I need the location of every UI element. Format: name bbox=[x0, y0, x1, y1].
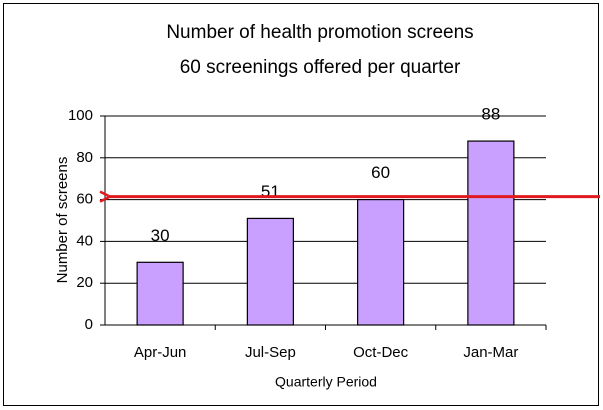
chart-subtitle: 60 screenings offered per quarter bbox=[180, 57, 461, 78]
bar bbox=[136, 261, 184, 326]
value-label: 60 bbox=[371, 163, 390, 182]
bar bbox=[357, 199, 405, 326]
x-axis-label: Quarterly Period bbox=[275, 374, 377, 390]
bar bbox=[246, 217, 294, 326]
x-tick-label: Oct-Dec bbox=[353, 344, 409, 361]
y-tick-label: 20 bbox=[76, 274, 93, 291]
x-tick-label: Jul-Sep bbox=[245, 344, 296, 361]
chart-title: Number of health promotion screens bbox=[166, 22, 473, 43]
y-tick-label: 0 bbox=[85, 316, 93, 333]
y-tick-label: 40 bbox=[76, 232, 93, 249]
bar bbox=[467, 140, 515, 326]
y-axis-label: Number of screens bbox=[54, 157, 71, 284]
value-label: 30 bbox=[151, 226, 170, 245]
x-tick-label: Jan-Mar bbox=[463, 344, 518, 361]
y-tick-label: 100 bbox=[68, 107, 93, 124]
x-tick-label: Apr-Jun bbox=[134, 344, 187, 361]
y-tick-label: 80 bbox=[76, 149, 93, 166]
value-label: 88 bbox=[481, 105, 500, 124]
y-tick-label: 60 bbox=[76, 191, 93, 208]
